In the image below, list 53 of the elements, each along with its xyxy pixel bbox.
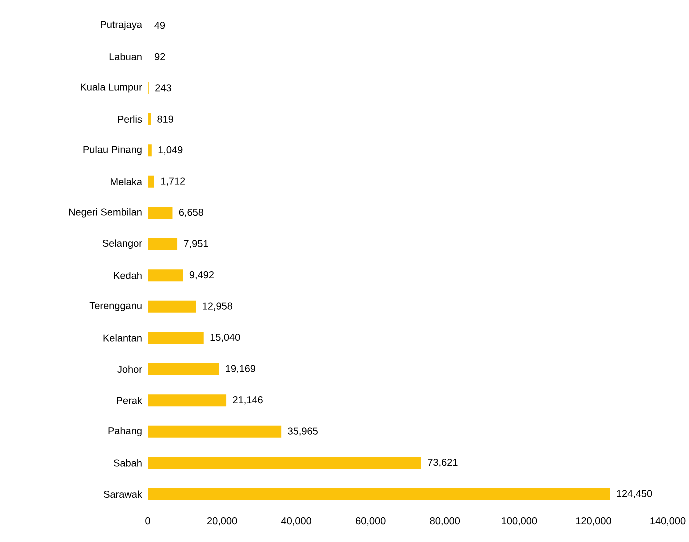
- y-tick-label: Kedah: [114, 272, 142, 280]
- y-tick-label: Sarawak: [104, 490, 142, 498]
- bar: [148, 363, 220, 376]
- bar: [148, 300, 196, 313]
- data-label: 49: [154, 22, 166, 30]
- x-tick-label: 0: [146, 518, 150, 525]
- x-tick-label: 120,000: [576, 518, 612, 526]
- y-tick-label: Pahang: [108, 427, 142, 437]
- x-tick-label: 100,000: [502, 518, 538, 526]
- y-tick-label: Negeri Sembilan: [69, 208, 142, 218]
- data-label: 124,450: [617, 490, 652, 499]
- y-tick-label: Kuala Lumpur: [81, 83, 142, 93]
- y-tick-label: Perak: [117, 396, 142, 404]
- bar: [148, 270, 184, 282]
- x-tick-label: 40,000: [282, 518, 312, 526]
- y-tick-label: Terengganu: [90, 302, 142, 312]
- x-tick-label: 60,000: [356, 518, 386, 526]
- data-label: 35,965: [288, 428, 318, 436]
- y-tick-label: Perlis: [118, 116, 142, 124]
- y-tick-label: Melaka: [111, 178, 142, 186]
- data-label: 243: [156, 84, 172, 92]
- bar: [148, 457, 422, 470]
- data-label: 9,492: [190, 271, 214, 280]
- bar: [148, 238, 178, 250]
- data-label: 19,169: [226, 365, 256, 374]
- bar: [148, 332, 204, 344]
- bar: [148, 113, 152, 126]
- data-label: 6,658: [179, 208, 204, 218]
- y-tick-label: Johor: [118, 366, 142, 374]
- x-tick-label: 20,000: [207, 518, 238, 526]
- data-label: 819: [158, 116, 174, 123]
- data-label: 7,951: [184, 240, 208, 249]
- bar: [148, 207, 173, 220]
- bar: [148, 488, 610, 500]
- data-label: 15,040: [210, 334, 240, 342]
- y-tick-label: Pulau Pinang: [84, 146, 142, 156]
- data-label: 1,049: [158, 146, 183, 155]
- data-label: 73,621: [428, 459, 458, 468]
- bar: [148, 144, 152, 157]
- x-tick-label: 80,000: [430, 518, 460, 526]
- bar: [148, 176, 154, 188]
- data-label: 1,712: [161, 178, 186, 186]
- data-label: 12,958: [203, 302, 232, 312]
- y-tick-label: Putrajaya: [101, 20, 142, 30]
- y-tick-label: Labuan: [110, 53, 142, 61]
- y-tick-label: Selangor: [102, 240, 142, 250]
- x-tick-label: 140,000: [650, 518, 686, 526]
- bar: [148, 394, 227, 407]
- data-label: 21,146: [233, 396, 263, 405]
- y-tick-label: Kelantan: [104, 334, 142, 342]
- bar: [148, 426, 282, 438]
- y-tick-label: Sabah: [114, 459, 142, 467]
- data-label: 92: [155, 53, 166, 60]
